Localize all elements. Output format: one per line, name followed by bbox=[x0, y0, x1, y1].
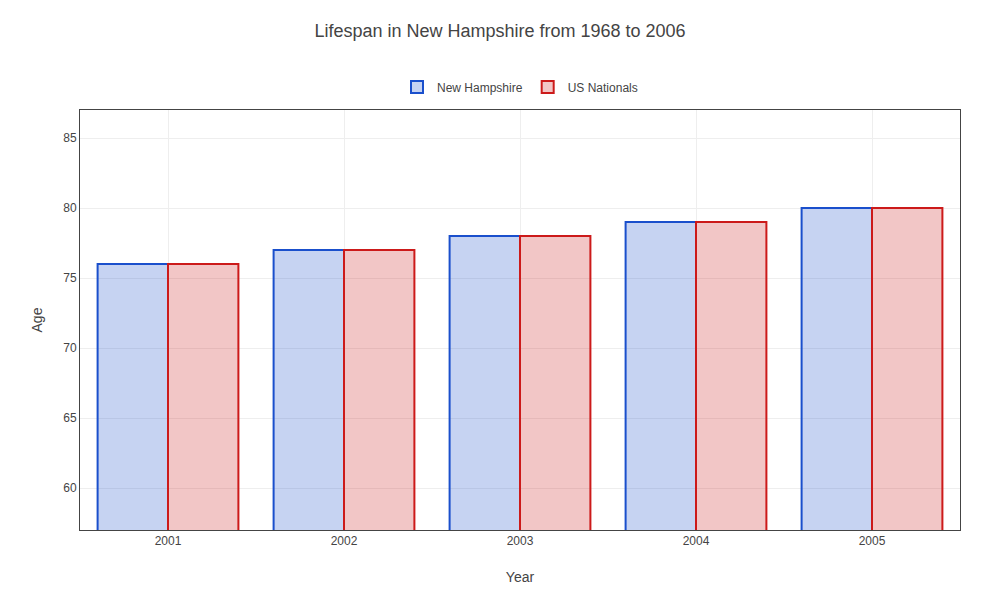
svg-text:Lifespan in New Hampshire from: Lifespan in New Hampshire from 1968 to 2… bbox=[314, 21, 685, 41]
svg-text:New Hampshire: New Hampshire bbox=[437, 81, 523, 95]
svg-text:2003: 2003 bbox=[507, 534, 534, 548]
svg-text:80: 80 bbox=[63, 201, 77, 215]
svg-text:2001: 2001 bbox=[155, 534, 182, 548]
svg-text:2005: 2005 bbox=[859, 534, 886, 548]
svg-text:2002: 2002 bbox=[331, 534, 358, 548]
svg-text:70: 70 bbox=[63, 341, 77, 355]
svg-text:2004: 2004 bbox=[683, 534, 710, 548]
svg-text:US Nationals: US Nationals bbox=[568, 81, 638, 95]
svg-text:Age: Age bbox=[29, 307, 45, 332]
svg-text:Year: Year bbox=[506, 569, 535, 585]
svg-text:65: 65 bbox=[63, 411, 77, 425]
svg-text:85: 85 bbox=[63, 131, 77, 145]
svg-text:75: 75 bbox=[63, 271, 77, 285]
svg-text:60: 60 bbox=[63, 481, 77, 495]
